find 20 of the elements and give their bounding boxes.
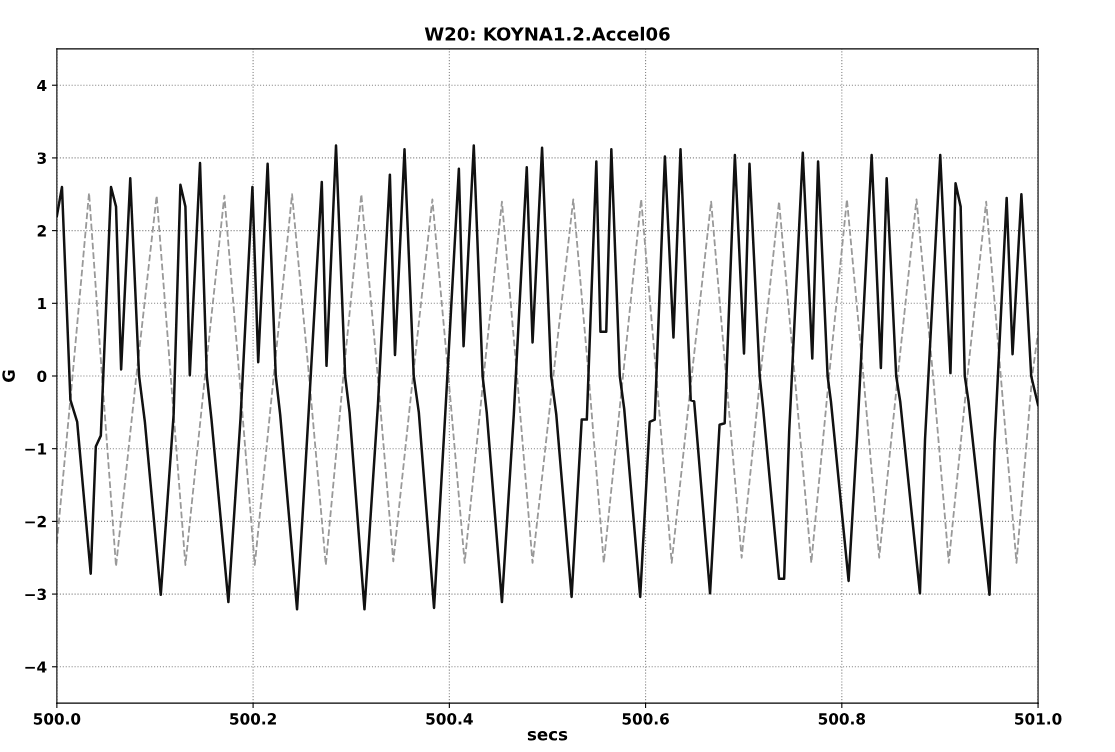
y-tick-label: −3 (25, 588, 46, 601)
y-tick-label: 0 (37, 370, 47, 383)
x-tick-label: 501.0 (1015, 713, 1062, 725)
x-tick-label: 500.4 (426, 713, 473, 725)
y-tick-label: 3 (37, 152, 46, 164)
line-series (56, 191, 1039, 568)
y-tick-label: 1 (38, 297, 47, 310)
chart-title: W20: KOYNA1.2.Accel06 (424, 26, 670, 41)
y-tick-label: −4 (25, 661, 47, 673)
x-axis-title: secs (527, 730, 568, 741)
y-tick-label: 4 (37, 79, 47, 92)
line-series (56, 144, 1039, 611)
x-tick-label: 500.8 (818, 713, 866, 725)
y-tick-label: −2 (25, 515, 46, 528)
y-tick-label: 2 (37, 225, 46, 237)
y-axis-title: G (2, 370, 15, 383)
x-tick-label: 500.0 (33, 713, 81, 725)
x-tick-label: 500.6 (622, 713, 669, 725)
x-tick-label: 500.2 (230, 713, 276, 725)
y-tick-label: −1 (25, 443, 47, 455)
